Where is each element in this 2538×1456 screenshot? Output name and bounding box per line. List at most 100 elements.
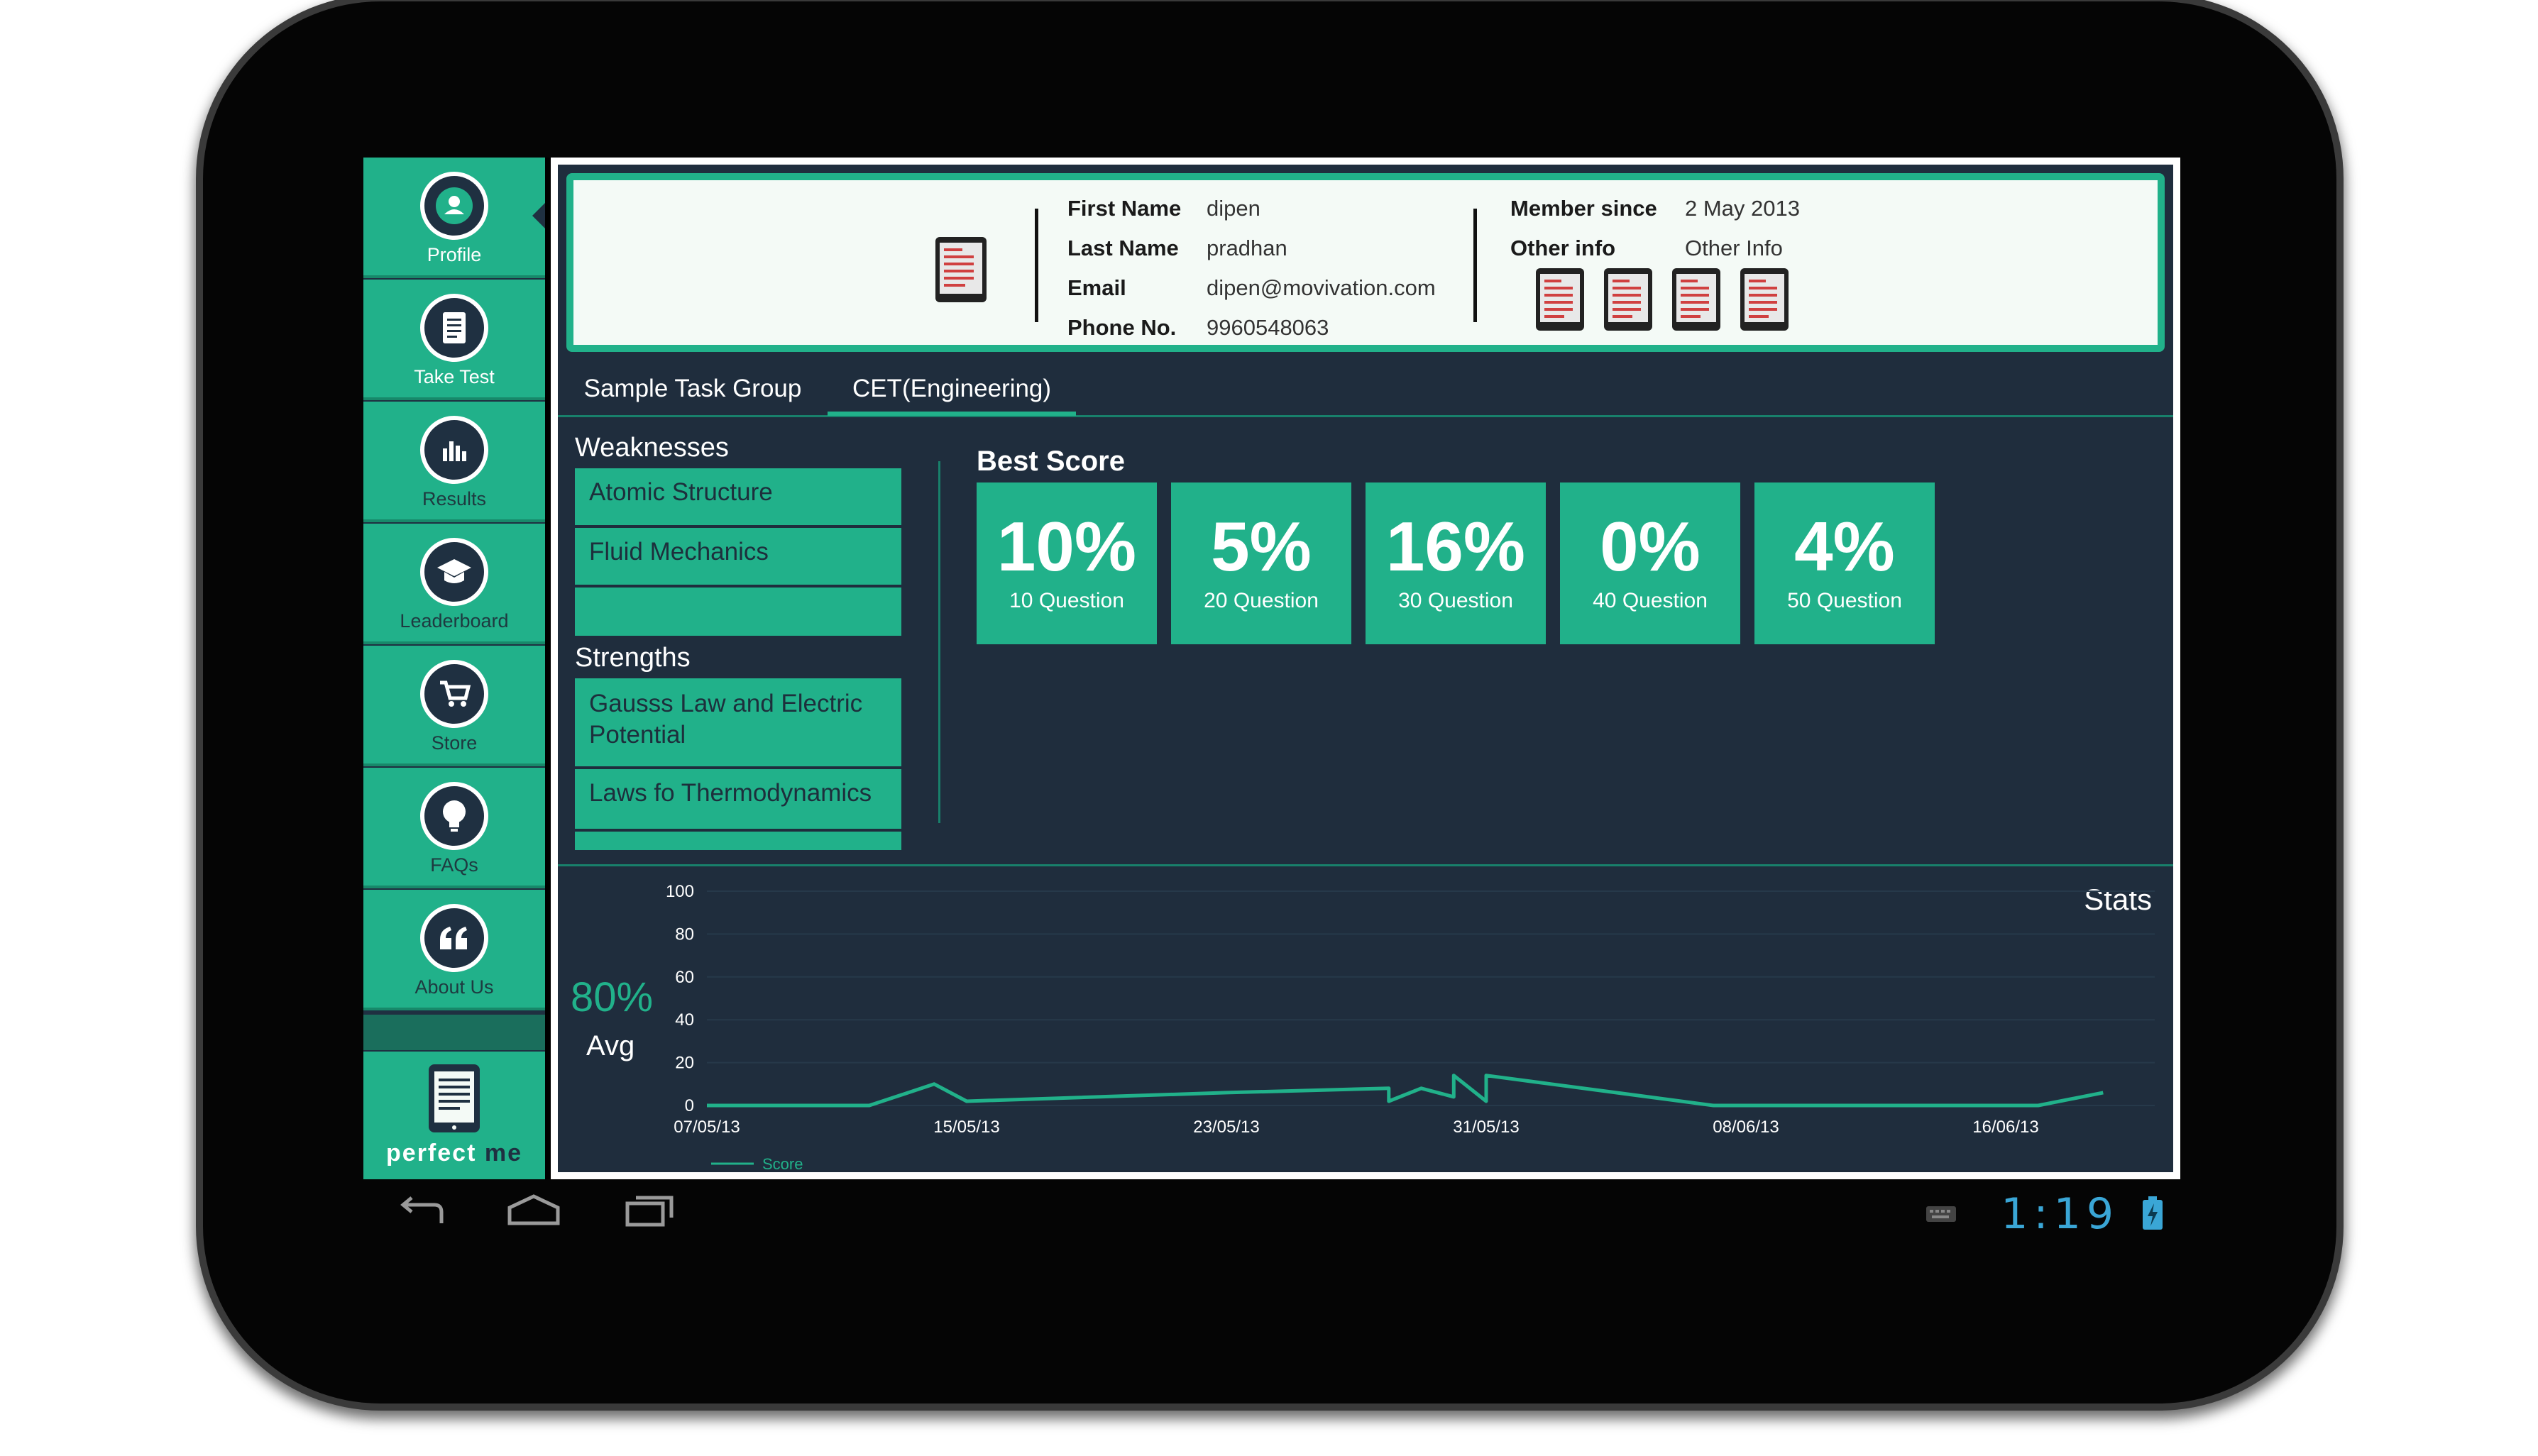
other-info-icons (1534, 267, 1790, 332)
sidebar-item-label: Results (422, 488, 487, 509)
legend-label: Score (762, 1155, 803, 1172)
section-divider (938, 461, 940, 823)
recent-apps-icon[interactable] (623, 1193, 677, 1229)
brand-logo: perfect me (363, 1052, 545, 1179)
tablet-badge-icon[interactable] (1671, 267, 1722, 332)
battery-icon (2143, 1196, 2163, 1230)
keyboard-icon (1926, 1206, 1956, 1222)
score-tile[interactable]: 5% 20 Question (1171, 482, 1351, 644)
strength-item[interactable] (575, 832, 901, 853)
home-icon[interactable] (505, 1193, 562, 1229)
tablet-badge-icon[interactable] (1739, 267, 1790, 332)
x-tick-label: 07/05/13 (674, 1118, 740, 1137)
back-icon[interactable] (395, 1195, 449, 1230)
graduation-cap-icon (420, 538, 488, 606)
x-tick-label: 23/05/13 (1193, 1118, 1259, 1137)
strength-item[interactable]: Laws fo Thermodynamics (575, 769, 901, 832)
score-question-count: 40 Question (1593, 589, 1708, 612)
sidebar-item-results[interactable]: Results (363, 402, 545, 522)
sidebar-item-label: Take Test (414, 366, 495, 387)
content-area: First Name dipen Last Name pradhan Email… (558, 165, 2173, 1172)
stats-title: Stats (2084, 883, 2152, 916)
score-tile[interactable]: 4% 50 Question (1754, 482, 1935, 644)
y-tick-label: 40 (675, 1010, 694, 1030)
strength-item[interactable]: Gausss Law and Electric Potential (575, 678, 901, 769)
tablet-badge-icon[interactable] (1534, 267, 1586, 332)
average-score: 80% (571, 974, 654, 1020)
score-question-count: 50 Question (1787, 589, 1902, 612)
weakness-item[interactable] (575, 588, 901, 639)
stats-divider (558, 864, 2173, 866)
cart-icon (420, 660, 488, 728)
profile-card: First Name dipen Last Name pradhan Email… (566, 173, 2165, 352)
quote-icon (420, 904, 488, 972)
score-percent: 10% (996, 507, 1137, 585)
tablet-badge-icon[interactable] (1603, 267, 1654, 332)
weakness-item[interactable]: Atomic Structure (575, 468, 901, 528)
tab-cet-engineering[interactable]: CET(Engineering) (828, 368, 1076, 416)
x-tick-label: 31/05/13 (1453, 1118, 1519, 1137)
system-nav-bar: 1:19 (363, 1179, 2180, 1247)
y-tick-label: 60 (675, 968, 694, 987)
score-question-count: 30 Question (1398, 589, 1513, 612)
sidebar-item-leaderboard[interactable]: Leaderboard (363, 524, 545, 644)
document-icon (420, 294, 488, 362)
score-tile[interactable]: 0% 40 Question (1560, 482, 1740, 644)
x-tick-label: 16/06/13 (1972, 1118, 2038, 1137)
sidebar-item-faqs[interactable]: FAQs (363, 768, 545, 888)
sidebar: Profile Take Test Results Leaderboard (363, 158, 545, 1179)
phone-value: 9960548063 (1207, 315, 1329, 340)
score-percent: 16% (1385, 507, 1526, 585)
email-label: Email (1067, 275, 1126, 300)
y-tick-label: 0 (685, 1096, 694, 1115)
score-question-count: 10 Question (1009, 589, 1124, 612)
active-pointer (532, 203, 545, 228)
score-series-line (707, 1074, 2104, 1108)
best-score-title: Best Score (977, 446, 1125, 477)
screen: Profile Take Test Results Leaderboard (363, 158, 2180, 1179)
first-name-label: First Name (1067, 196, 1182, 221)
strengths-title: Strengths (575, 643, 691, 673)
sidebar-item-label: Profile (427, 244, 482, 265)
score-percent: 4% (1794, 507, 1895, 585)
member-since-value: 2 May 2013 (1685, 196, 1800, 221)
sidebar-item-label: Store (431, 732, 478, 754)
score-tile[interactable]: 16% 30 Question (1366, 482, 1546, 644)
brand-name: perfect me (386, 1140, 522, 1167)
tab-bar: Sample Task Group CET(Engineering) (558, 368, 2173, 417)
first-name-value: dipen (1207, 196, 1260, 221)
sidebar-filler (363, 1015, 545, 1050)
sidebar-item-store[interactable]: Store (363, 646, 545, 766)
status-clock: 1:19 (2001, 1189, 2119, 1239)
last-name-value: pradhan (1207, 236, 1287, 260)
brand-me: me (484, 1140, 522, 1167)
member-since-label: Member since (1510, 196, 1657, 221)
score-percent: 0% (1600, 507, 1701, 585)
sidebar-item-take-test[interactable]: Take Test (363, 280, 545, 400)
y-tick-label: 80 (675, 925, 694, 944)
sidebar-item-label: FAQs (430, 854, 478, 876)
tablet-logo-icon (429, 1064, 480, 1132)
score-tile[interactable]: 10% 10 Question (977, 482, 1157, 644)
sidebar-item-label: About Us (414, 976, 494, 998)
other-info-value: Other Info (1685, 236, 1783, 260)
lightbulb-icon (420, 782, 488, 850)
weakness-item[interactable]: Fluid Mechanics (575, 528, 901, 588)
score-question-count: 20 Question (1204, 589, 1319, 612)
brand-perfect: perfect (386, 1140, 477, 1167)
other-info-label: Other info (1510, 236, 1616, 260)
x-tick-label: 08/06/13 (1713, 1118, 1779, 1137)
main-panel: First Name dipen Last Name pradhan Email… (551, 158, 2180, 1179)
email-value: dipen@movivation.com (1207, 275, 1436, 300)
y-tick-label: 20 (675, 1054, 694, 1073)
weaknesses-title: Weaknesses (575, 433, 729, 463)
sidebar-item-about-us[interactable]: About Us (363, 890, 545, 1010)
tab-sample-task-group[interactable]: Sample Task Group (583, 375, 802, 402)
sidebar-item-profile[interactable]: Profile (363, 158, 545, 278)
last-name-label: Last Name (1067, 236, 1179, 260)
phone-label: Phone No. (1067, 315, 1177, 340)
user-icon (420, 172, 488, 240)
score-percent: 5% (1211, 507, 1312, 585)
score-line-chart: 0 20 40 60 80 100 07/05/13 15/05/13 23/05/13 31/0… (666, 882, 2155, 1172)
sidebar-item-label: Leaderboard (400, 610, 509, 632)
